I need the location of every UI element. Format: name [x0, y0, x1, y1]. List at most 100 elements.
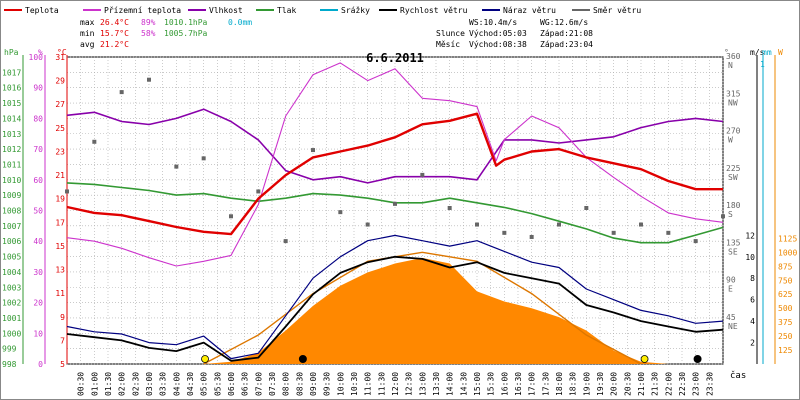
pressure-tick-label: 999	[2, 345, 17, 354]
direction-tick-label: 135	[726, 238, 741, 247]
time-tick-label: 23:30	[705, 372, 714, 396]
pressure-tick-label: 1016	[2, 84, 21, 93]
legend-label: Srážky	[341, 6, 370, 15]
temperature-tick-label: 15	[55, 242, 65, 251]
stats-pressure: 1005.7hPa	[164, 29, 208, 38]
time-tick-label: 17:30	[541, 372, 550, 396]
temperature-tick-label: 11	[55, 289, 65, 298]
time-tick-label: 14:30	[459, 372, 468, 396]
humidity-tick-label: 70	[33, 145, 43, 154]
sunrise-marker	[201, 355, 209, 363]
wind-direction-point	[65, 189, 69, 194]
time-axis-label: čas	[730, 370, 746, 381]
pressure-tick-label: 1008	[2, 207, 21, 216]
pressure-tick-label: 1009	[2, 191, 21, 200]
pressure-tick-label: 1000	[2, 329, 21, 338]
time-tick-label: 05:30	[213, 372, 222, 396]
solar-radiation-area	[203, 257, 669, 364]
wind-direction-point	[502, 230, 507, 235]
direction-tick-label: E	[728, 285, 733, 294]
radiation-unit: W	[778, 48, 783, 57]
direction-tick-label: SE	[728, 247, 738, 256]
time-tick-label: 07:30	[268, 372, 277, 396]
pressure-tick-label: 1012	[2, 145, 21, 154]
time-tick-label: 10:00	[336, 372, 345, 396]
time-tick-label: 14:00	[446, 372, 455, 396]
chart-title: 6.6.2011	[366, 51, 424, 65]
wind-direction-point	[693, 239, 698, 244]
time-tick-label: 18:00	[555, 372, 564, 396]
temperature-tick-label: 21	[55, 171, 65, 180]
time-tick-label: 11:30	[377, 372, 386, 396]
radiation-tick-label: 125	[778, 346, 793, 355]
time-tick-label: 16:00	[500, 372, 509, 396]
humidity-line	[66, 108, 724, 184]
stats-rain: 0.0mm	[228, 18, 252, 27]
pressure-tick-label: 1017	[2, 68, 21, 77]
time-tick-label: 20:30	[623, 372, 632, 396]
theoretical-radiation-line	[203, 251, 642, 365]
stats-temp: 26.4°C	[100, 18, 129, 27]
moonrise-text: Východ:08:38	[469, 40, 527, 49]
time-tick-label: 03:00	[145, 372, 154, 396]
wind-tick-label: 4	[750, 317, 755, 326]
wind-tick-label: 2	[750, 339, 755, 348]
stats-row-label: min	[80, 29, 95, 38]
time-tick-label: 09:00	[309, 372, 318, 396]
pressure-tick-label: 1002	[2, 299, 21, 308]
temperature-tick-label: 31	[55, 53, 65, 62]
radiation-tick-label: 500	[778, 304, 793, 313]
stats-temp: 21.2°C	[100, 40, 129, 49]
temperature-tick-label: 27	[55, 100, 65, 109]
pressure-tick-label: 1015	[2, 99, 21, 108]
direction-tick-label: 315	[726, 89, 741, 98]
pressure-tick-label: 1001	[2, 314, 21, 323]
legend-label: Směr větru	[593, 6, 641, 15]
direction-unit: °	[724, 48, 729, 57]
pressure-tick-label: 1014	[2, 114, 21, 123]
legend-label: Náraz větru	[503, 6, 556, 15]
time-tick-label: 13:30	[432, 372, 441, 396]
wind-speed-line	[66, 255, 724, 362]
time-tick-label: 16:30	[514, 372, 523, 396]
time-tick-label: 12:30	[405, 372, 414, 396]
humidity-tick-label: 100	[29, 53, 44, 62]
stats-row-label: avg	[80, 40, 95, 49]
time-tick-label: 19:30	[596, 372, 605, 396]
temperature-line	[66, 112, 723, 236]
time-tick-label: 06:30	[241, 372, 250, 396]
wind-direction-point	[393, 201, 397, 206]
moonset-marker	[693, 355, 702, 363]
wind-tick-label: 10	[745, 253, 755, 262]
wind-direction-point	[229, 214, 233, 219]
radiation-tick-label: 1000	[778, 248, 797, 257]
legend-label: Rychlost větru	[400, 6, 468, 15]
wind-direction-point	[311, 148, 315, 153]
pressure-tick-label: 1010	[2, 176, 21, 185]
wind-direction-point	[529, 234, 534, 239]
sun-label: Slunce	[436, 29, 465, 38]
time-tick-label: 15:30	[487, 372, 496, 396]
radiation-tick-label: 750	[778, 276, 793, 285]
time-tick-label: 09:30	[323, 372, 332, 396]
direction-tick-label: 45	[726, 313, 736, 322]
pressure-tick-label: 1013	[2, 130, 21, 139]
direction-tick-label: 225	[726, 164, 741, 173]
time-tick-label: 07:00	[254, 372, 263, 396]
direction-tick-label: W	[728, 136, 733, 145]
time-tick-label: 20:00	[610, 372, 619, 396]
time-tick-label: 22:00	[664, 372, 673, 396]
wind-direction-point	[256, 189, 261, 194]
wind-direction-point	[283, 239, 288, 244]
sunset-marker	[640, 355, 649, 363]
time-tick-label: 08:00	[282, 372, 291, 396]
time-tick-label: 18:30	[569, 372, 578, 396]
stats-humidity: 89%	[141, 18, 156, 27]
temperature-tick-label: 19	[55, 195, 65, 204]
direction-tick-label: 360	[726, 52, 741, 61]
wind-tick-label: 8	[750, 274, 755, 283]
humidity-tick-label: 10	[33, 329, 43, 338]
wind-direction-point	[420, 172, 425, 177]
time-tick-label: 12:00	[391, 372, 400, 396]
